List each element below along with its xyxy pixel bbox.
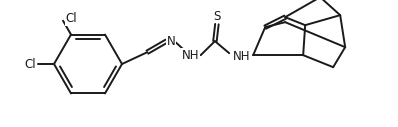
Text: NH: NH	[182, 49, 199, 62]
Text: Cl: Cl	[65, 12, 77, 25]
Text: Cl: Cl	[24, 58, 36, 70]
Text: S: S	[213, 10, 220, 23]
Text: NH: NH	[232, 50, 250, 63]
Text: N: N	[167, 35, 176, 48]
